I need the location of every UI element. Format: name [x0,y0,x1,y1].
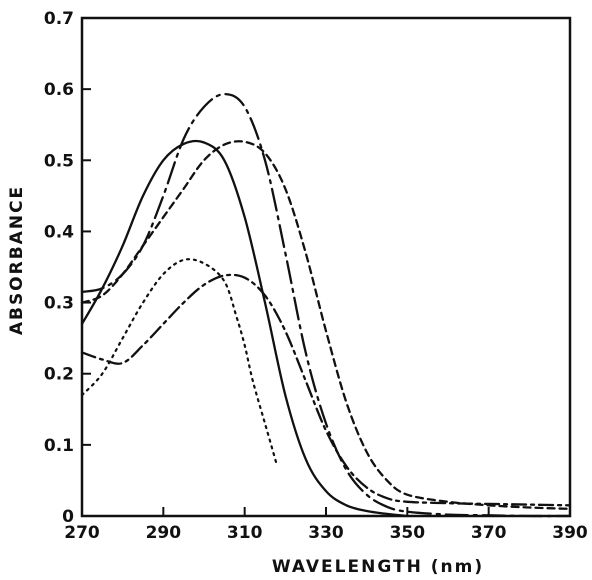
x-tick-label: 290 [146,523,182,543]
plot-frame [80,16,572,518]
y-tick-label: 0.4 [44,222,74,242]
y-axis-label: ABSORBANCE [7,185,27,335]
y-tick-label: 0.2 [44,365,74,385]
series-line-short-dash [80,140,572,511]
series-layer [80,92,572,518]
series-line-dash-dot [80,273,572,507]
y-tick-label: 0.5 [44,151,74,171]
y-tick-label: 0.3 [44,294,74,314]
y-tick-label: 0 [62,507,74,527]
x-tick-label: 370 [471,523,507,543]
series-line-dotted [80,258,279,468]
plot-layer [80,16,572,518]
axis-layer: 270 290 310 330 350 370 390 0 0.1 0.2 0.3 0.4 0.5 0.6… [44,9,588,543]
x-tick-label: 330 [308,523,344,543]
x-tick-label: 270 [64,523,100,543]
y-tick-label: 0.1 [44,436,74,456]
series-line-long-dash-dot [80,92,572,518]
y-tick-label: 0.6 [44,80,74,100]
series-line-solid [80,139,409,518]
x-tick-label: 310 [227,523,263,543]
x-tick-label: 350 [390,523,426,543]
y-tick-label: 0.7 [44,9,74,29]
x-axis-label: WAVELENGTH (nm) [272,557,484,577]
x-tick-label: 390 [552,523,588,543]
